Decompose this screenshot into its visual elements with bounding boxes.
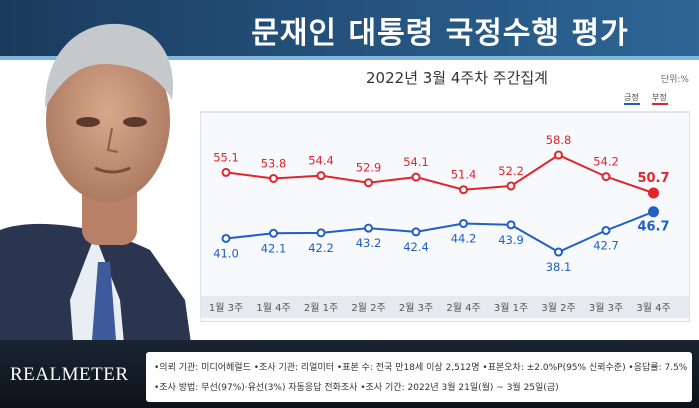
data-label: 42.7 <box>593 238 619 252</box>
data-label: 52.2 <box>498 164 524 178</box>
data-label: 50.7 <box>637 171 669 186</box>
data-point <box>601 225 611 235</box>
x-tick-label: 3월 1주 <box>494 302 528 314</box>
line-chart: 1월 3주 1월 4주 2월 1주 2월 2주 2월 3주 2월 4주 3월 1주 3월 2주… <box>200 92 690 322</box>
data-point <box>459 218 468 228</box>
page-title: 문재인 대통령 국정수행 평가 <box>251 16 629 51</box>
data-label: 44.2 <box>451 231 477 245</box>
data-point <box>648 206 659 218</box>
data-point <box>506 220 516 230</box>
x-tick-label: 2월 3주 <box>399 302 433 314</box>
data-point <box>411 227 421 237</box>
data-label: 54.2 <box>593 155 619 169</box>
data-label: 52.9 <box>356 161 382 175</box>
data-point <box>554 150 563 160</box>
data-label: 42.4 <box>403 240 429 254</box>
category-band <box>201 296 689 318</box>
data-label: 54.1 <box>403 155 429 169</box>
x-tick-label: 1월 4주 <box>256 302 290 314</box>
data-point <box>506 181 516 191</box>
survey-notes: •의뢰 기관: 미디어헤럴드 •조사 기관: 리얼미터 •표본 수: 전국 만1… <box>146 352 692 402</box>
chart-area: 1월 3주 1월 4주 2월 1주 2월 2주 2월 3주 2월 4주 3월 1주 3월 2주… <box>200 88 690 322</box>
series-line <box>225 210 654 254</box>
data-point <box>648 187 659 199</box>
chart-subtitle: 2022년 3월 4주차 주간집계 <box>366 69 548 87</box>
x-tick-label: 2월 1주 <box>304 302 338 314</box>
series-line <box>225 153 654 194</box>
x-tick-label: 3월 4주 <box>636 302 670 314</box>
plot-background <box>200 111 690 322</box>
data-point <box>554 247 563 257</box>
data-point <box>411 172 421 182</box>
data-point <box>459 185 468 195</box>
data-point <box>364 223 373 233</box>
x-tick-label: 3월 2주 <box>541 302 575 314</box>
legend-swatch <box>624 103 640 105</box>
data-point <box>601 172 611 182</box>
legend-label: 부정 <box>652 92 667 102</box>
legend-label: 긍정 <box>624 92 639 102</box>
x-tick-label: 1월 3주 <box>209 302 243 314</box>
data-label: 58.8 <box>546 133 572 147</box>
data-label: 51.4 <box>451 168 477 182</box>
legend-swatch <box>652 103 668 105</box>
data-label: 42.2 <box>308 241 334 255</box>
x-tick-label: 3월 3주 <box>589 302 623 314</box>
data-point <box>269 173 278 183</box>
data-label: 42.1 <box>261 241 287 255</box>
survey-note-line-1: •의뢰 기관: 미디어헤럴드 •조사 기관: 리얼미터 •표본 수: 전국 만1… <box>154 363 688 373</box>
data-point <box>364 178 373 188</box>
data-point <box>221 233 231 243</box>
data-label: 43.2 <box>356 236 382 250</box>
data-point <box>316 228 326 238</box>
data-label: 55.1 <box>213 150 239 164</box>
data-point <box>269 228 278 238</box>
data-label: 54.4 <box>308 154 334 168</box>
x-tick-label: 2월 2주 <box>351 302 385 314</box>
x-tick-label: 2월 4주 <box>446 302 480 314</box>
survey-note-line-2: •조사 방법: 무선(97%)·유선(3%) 자동응답 전화조사 •조사 기간:… <box>154 383 559 393</box>
data-label: 41.0 <box>213 246 239 260</box>
unit-label: 단위:% <box>660 75 689 85</box>
data-label: 38.1 <box>546 260 572 274</box>
data-label: 53.8 <box>261 156 287 170</box>
data-point <box>221 167 231 177</box>
data-label: 43.9 <box>498 233 524 247</box>
data-point <box>316 171 326 181</box>
realmeter-logo: REALMETER <box>10 364 129 385</box>
data-label: 46.7 <box>637 220 669 235</box>
